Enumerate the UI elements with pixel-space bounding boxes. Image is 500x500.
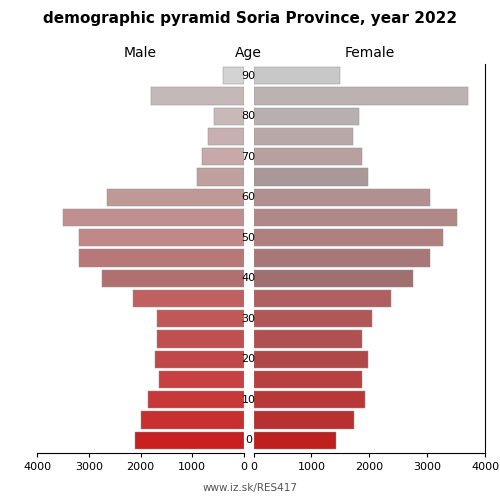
Bar (157, 310, 244, 328)
Bar (254, 229, 444, 246)
Text: 30: 30 (242, 314, 256, 324)
Bar (157, 330, 244, 347)
Text: 10: 10 (242, 395, 256, 405)
Bar (202, 148, 243, 166)
Bar (223, 67, 244, 84)
Text: demographic pyramid Soria Province, year 2022: demographic pyramid Soria Province, year… (43, 11, 457, 26)
Bar (254, 148, 362, 166)
Text: Age: Age (235, 46, 262, 60)
Bar (254, 168, 368, 186)
Bar (254, 108, 359, 125)
Text: 80: 80 (242, 111, 256, 121)
Bar (254, 209, 457, 226)
Bar (155, 350, 244, 368)
Bar (254, 128, 353, 145)
Text: 70: 70 (242, 152, 256, 162)
Bar (78, 250, 243, 266)
Bar (148, 391, 244, 408)
Text: 40: 40 (242, 274, 256, 283)
Bar (254, 330, 362, 347)
Bar (254, 88, 468, 104)
Bar (254, 391, 364, 408)
Bar (254, 290, 391, 307)
Bar (63, 209, 244, 226)
Bar (254, 350, 368, 368)
Bar (254, 371, 362, 388)
Title: Male: Male (124, 46, 157, 60)
Bar (151, 88, 244, 104)
Bar (136, 432, 244, 449)
Bar (254, 310, 372, 328)
Bar (107, 188, 244, 206)
Title: Female: Female (344, 46, 395, 60)
Text: 90: 90 (242, 70, 256, 81)
Bar (158, 371, 244, 388)
Bar (254, 412, 354, 428)
Bar (254, 270, 412, 287)
Bar (214, 108, 244, 125)
Text: 50: 50 (242, 232, 256, 242)
Bar (102, 270, 244, 287)
Bar (208, 128, 244, 145)
Text: 0: 0 (245, 436, 252, 446)
Bar (140, 412, 244, 428)
Bar (254, 188, 430, 206)
Bar (133, 290, 244, 307)
Bar (78, 229, 243, 246)
Text: 20: 20 (242, 354, 256, 364)
Bar (254, 67, 340, 84)
Bar (197, 168, 244, 186)
Bar (254, 432, 336, 449)
Text: 60: 60 (242, 192, 256, 202)
Text: www.iz.sk/RES417: www.iz.sk/RES417 (202, 484, 298, 494)
Bar (254, 250, 430, 266)
